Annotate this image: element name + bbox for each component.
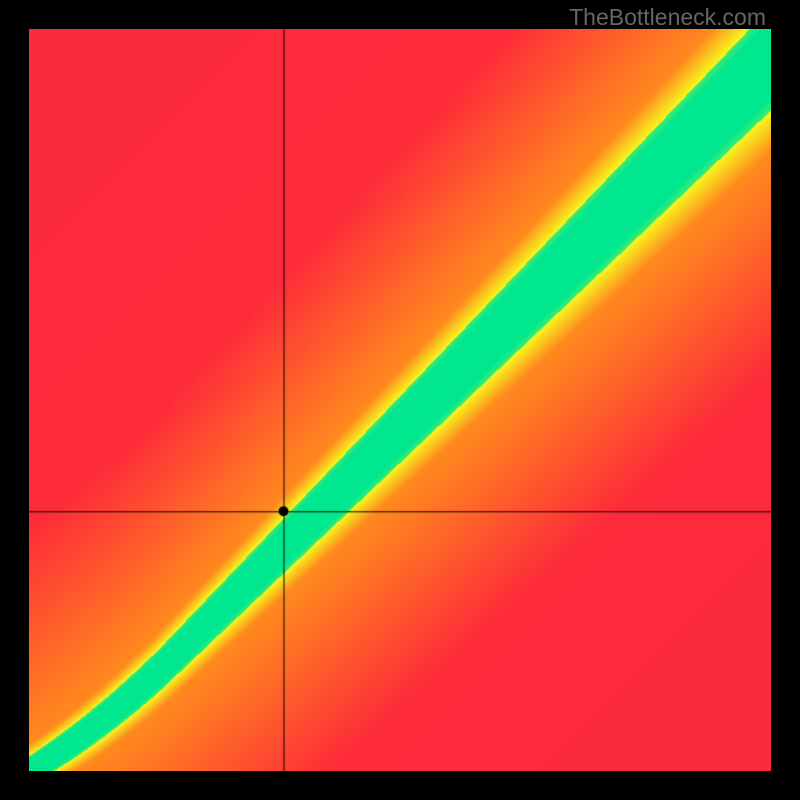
heatmap-plot	[29, 29, 771, 771]
watermark-text: TheBottleneck.com	[569, 4, 766, 31]
heatmap-canvas	[29, 29, 771, 771]
